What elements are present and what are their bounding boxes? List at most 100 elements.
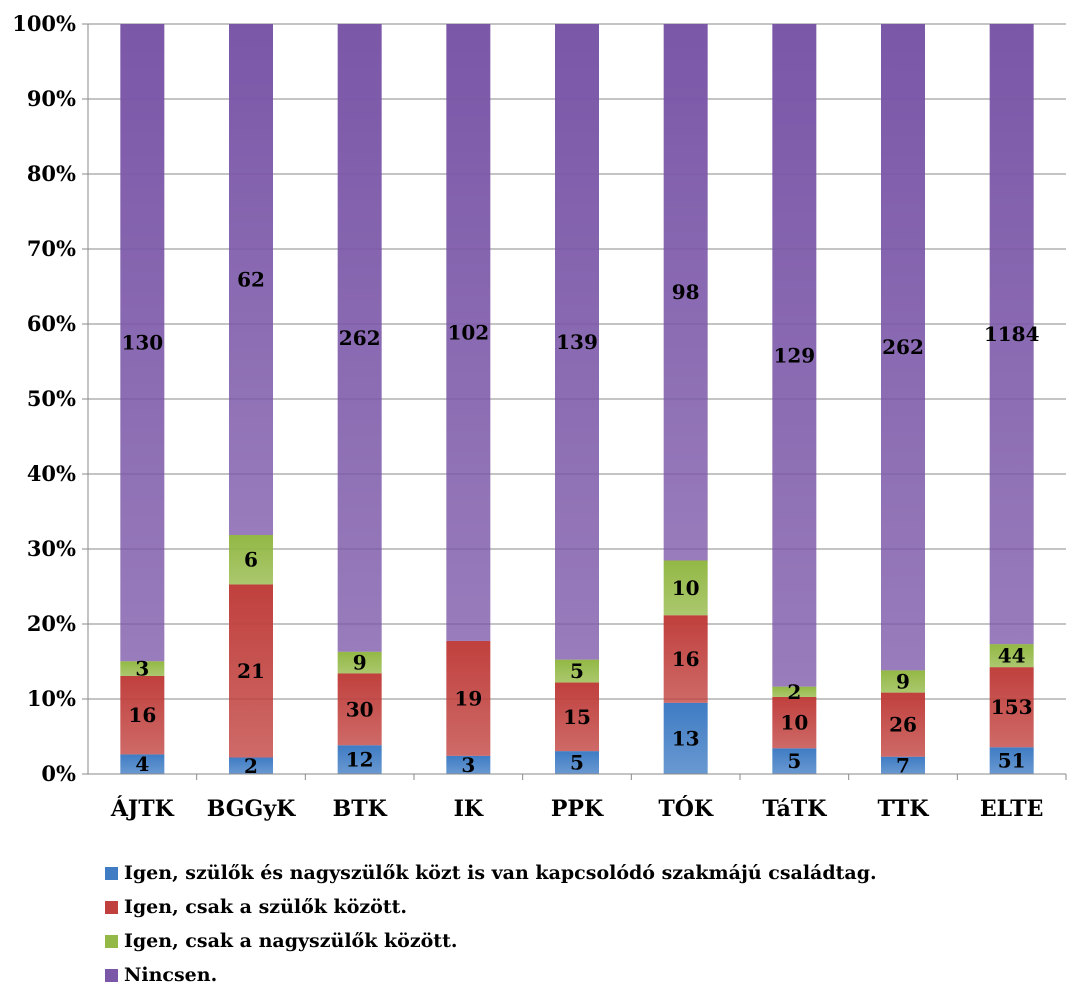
- bar-segment: [337, 651, 382, 674]
- data-label: 4: [135, 752, 149, 776]
- bar-segment: [989, 24, 1034, 645]
- bars: [120, 24, 1034, 774]
- data-label: 21: [237, 659, 265, 683]
- bar-segment: [120, 661, 165, 676]
- data-label: 102: [447, 320, 489, 344]
- legend: Igen, szülők és nagyszülők közt is van k…: [105, 856, 877, 992]
- x-axis: ÁJTK BGGyK BTK IK PPK TÓK TáTK TTK ELTE: [88, 773, 1067, 822]
- data-label: 30: [346, 697, 374, 721]
- y-tick-label: 100%: [12, 11, 76, 36]
- bar-segment: [337, 673, 382, 746]
- data-label: 51: [998, 749, 1026, 773]
- data-label: 10: [672, 576, 700, 600]
- bar-segment: [229, 584, 273, 758]
- bar-segment: [446, 24, 491, 641]
- bar-segment: [446, 640, 491, 756]
- bar-segment: [772, 24, 817, 687]
- data-label: 13: [672, 726, 700, 750]
- x-tick-label: TTK: [877, 796, 929, 822]
- y-tick-label: 30%: [27, 536, 76, 561]
- legend-swatch-4: [105, 968, 118, 982]
- bar-segment: [663, 702, 708, 774]
- bar-segment: [229, 757, 273, 774]
- legend-label-4: Nincsen.: [124, 964, 218, 986]
- bar-segment: [555, 659, 599, 683]
- x-tick-label: BTK: [333, 796, 388, 822]
- data-label: 7: [896, 753, 910, 777]
- x-tick-label: TÓK: [658, 795, 714, 822]
- x-tick-label: PPK: [551, 796, 604, 822]
- bar-segment: [229, 24, 273, 535]
- bar-segment: [881, 24, 925, 671]
- data-label: 2: [787, 680, 801, 704]
- legend-swatch-2: [105, 900, 118, 914]
- bar-segment: [989, 644, 1034, 668]
- y-axis: 0% 10% 20% 30% 40% 50% 60% 70% 80% 90% 100%: [12, 11, 89, 786]
- data-label: 9: [896, 669, 910, 693]
- legend-label-1: Igen, szülők és nagyszülők közt is van k…: [124, 862, 877, 884]
- bar-segment: [989, 667, 1034, 748]
- data-label: 62: [237, 267, 265, 291]
- data-label: 2: [244, 754, 258, 778]
- x-tick-label: ELTE: [980, 796, 1044, 822]
- data-label: 15: [563, 705, 591, 729]
- legend-item-2: Igen, csak a szülők között.: [105, 890, 877, 924]
- data-label: 262: [882, 335, 924, 359]
- data-label: 3: [461, 753, 475, 777]
- data-label: 153: [991, 695, 1033, 719]
- bar-segment: [555, 751, 599, 774]
- bar-segment: [229, 534, 273, 585]
- legend-label-3: Igen, csak a nagyszülők között.: [124, 930, 458, 952]
- y-tick-label: 80%: [27, 161, 76, 186]
- x-tick-label: TáTK: [762, 796, 827, 822]
- bar-segment: [772, 748, 817, 774]
- data-label: 139: [556, 330, 598, 354]
- legend-swatch-1: [105, 866, 118, 880]
- bar-segment: [555, 24, 599, 660]
- legend-swatch-3: [105, 934, 118, 948]
- data-label: 10: [780, 711, 808, 735]
- y-tick-label: 10%: [27, 686, 76, 711]
- bar-segment: [337, 745, 382, 774]
- data-label: 9: [353, 651, 367, 675]
- legend-item-1: Igen, szülők és nagyszülők közt is van k…: [105, 856, 877, 890]
- data-label: 16: [672, 647, 700, 671]
- data-label: 98: [672, 280, 700, 304]
- bar-segment: [989, 747, 1034, 774]
- bar-segment: [881, 670, 925, 693]
- data-label: 5: [570, 659, 584, 683]
- data-label: 44: [998, 644, 1026, 668]
- bar-segment: [663, 24, 708, 561]
- data-label: 129: [773, 343, 815, 367]
- x-tick-label: ÁJTK: [110, 795, 175, 822]
- legend-item-3: Igen, csak a nagyszülők között.: [105, 924, 877, 958]
- y-tick-label: 50%: [27, 386, 76, 411]
- data-label: 1184: [984, 322, 1040, 346]
- y-tick-label: 40%: [27, 461, 76, 486]
- y-tick-label: 20%: [27, 611, 76, 636]
- bar-segment: [881, 692, 925, 757]
- y-tick-label: 90%: [27, 86, 76, 111]
- y-tick-label: 60%: [27, 311, 76, 336]
- data-label: 5: [570, 751, 584, 775]
- data-label: 262: [339, 326, 381, 350]
- data-label: 16: [128, 703, 156, 727]
- bar-segment: [772, 686, 817, 697]
- x-tick-label: BGGyK: [207, 796, 296, 822]
- bar-segment: [120, 754, 165, 774]
- bar-segment: [120, 675, 165, 755]
- data-label: 19: [454, 686, 482, 710]
- data-label: 26: [889, 713, 917, 737]
- bar-segment: [120, 24, 165, 662]
- legend-label-2: Igen, csak a szülők között.: [124, 896, 408, 918]
- y-tick-label: 0%: [41, 761, 76, 786]
- data-labels: 4163130221662123092623191025155139131610…: [121, 267, 1039, 777]
- bar-segment: [663, 615, 708, 703]
- bar-segment: [446, 755, 491, 774]
- bar-segment: [555, 682, 599, 752]
- data-label: 12: [346, 748, 374, 772]
- bar-segment: [663, 560, 708, 616]
- stacked-bar-chart: 0% 10% 20% 30% 40% 50% 60% 70% 80% 90% 100% 4 16 3 13…: [12, 11, 1067, 822]
- x-tick-label: IK: [454, 796, 484, 822]
- bar-segment: [881, 756, 925, 774]
